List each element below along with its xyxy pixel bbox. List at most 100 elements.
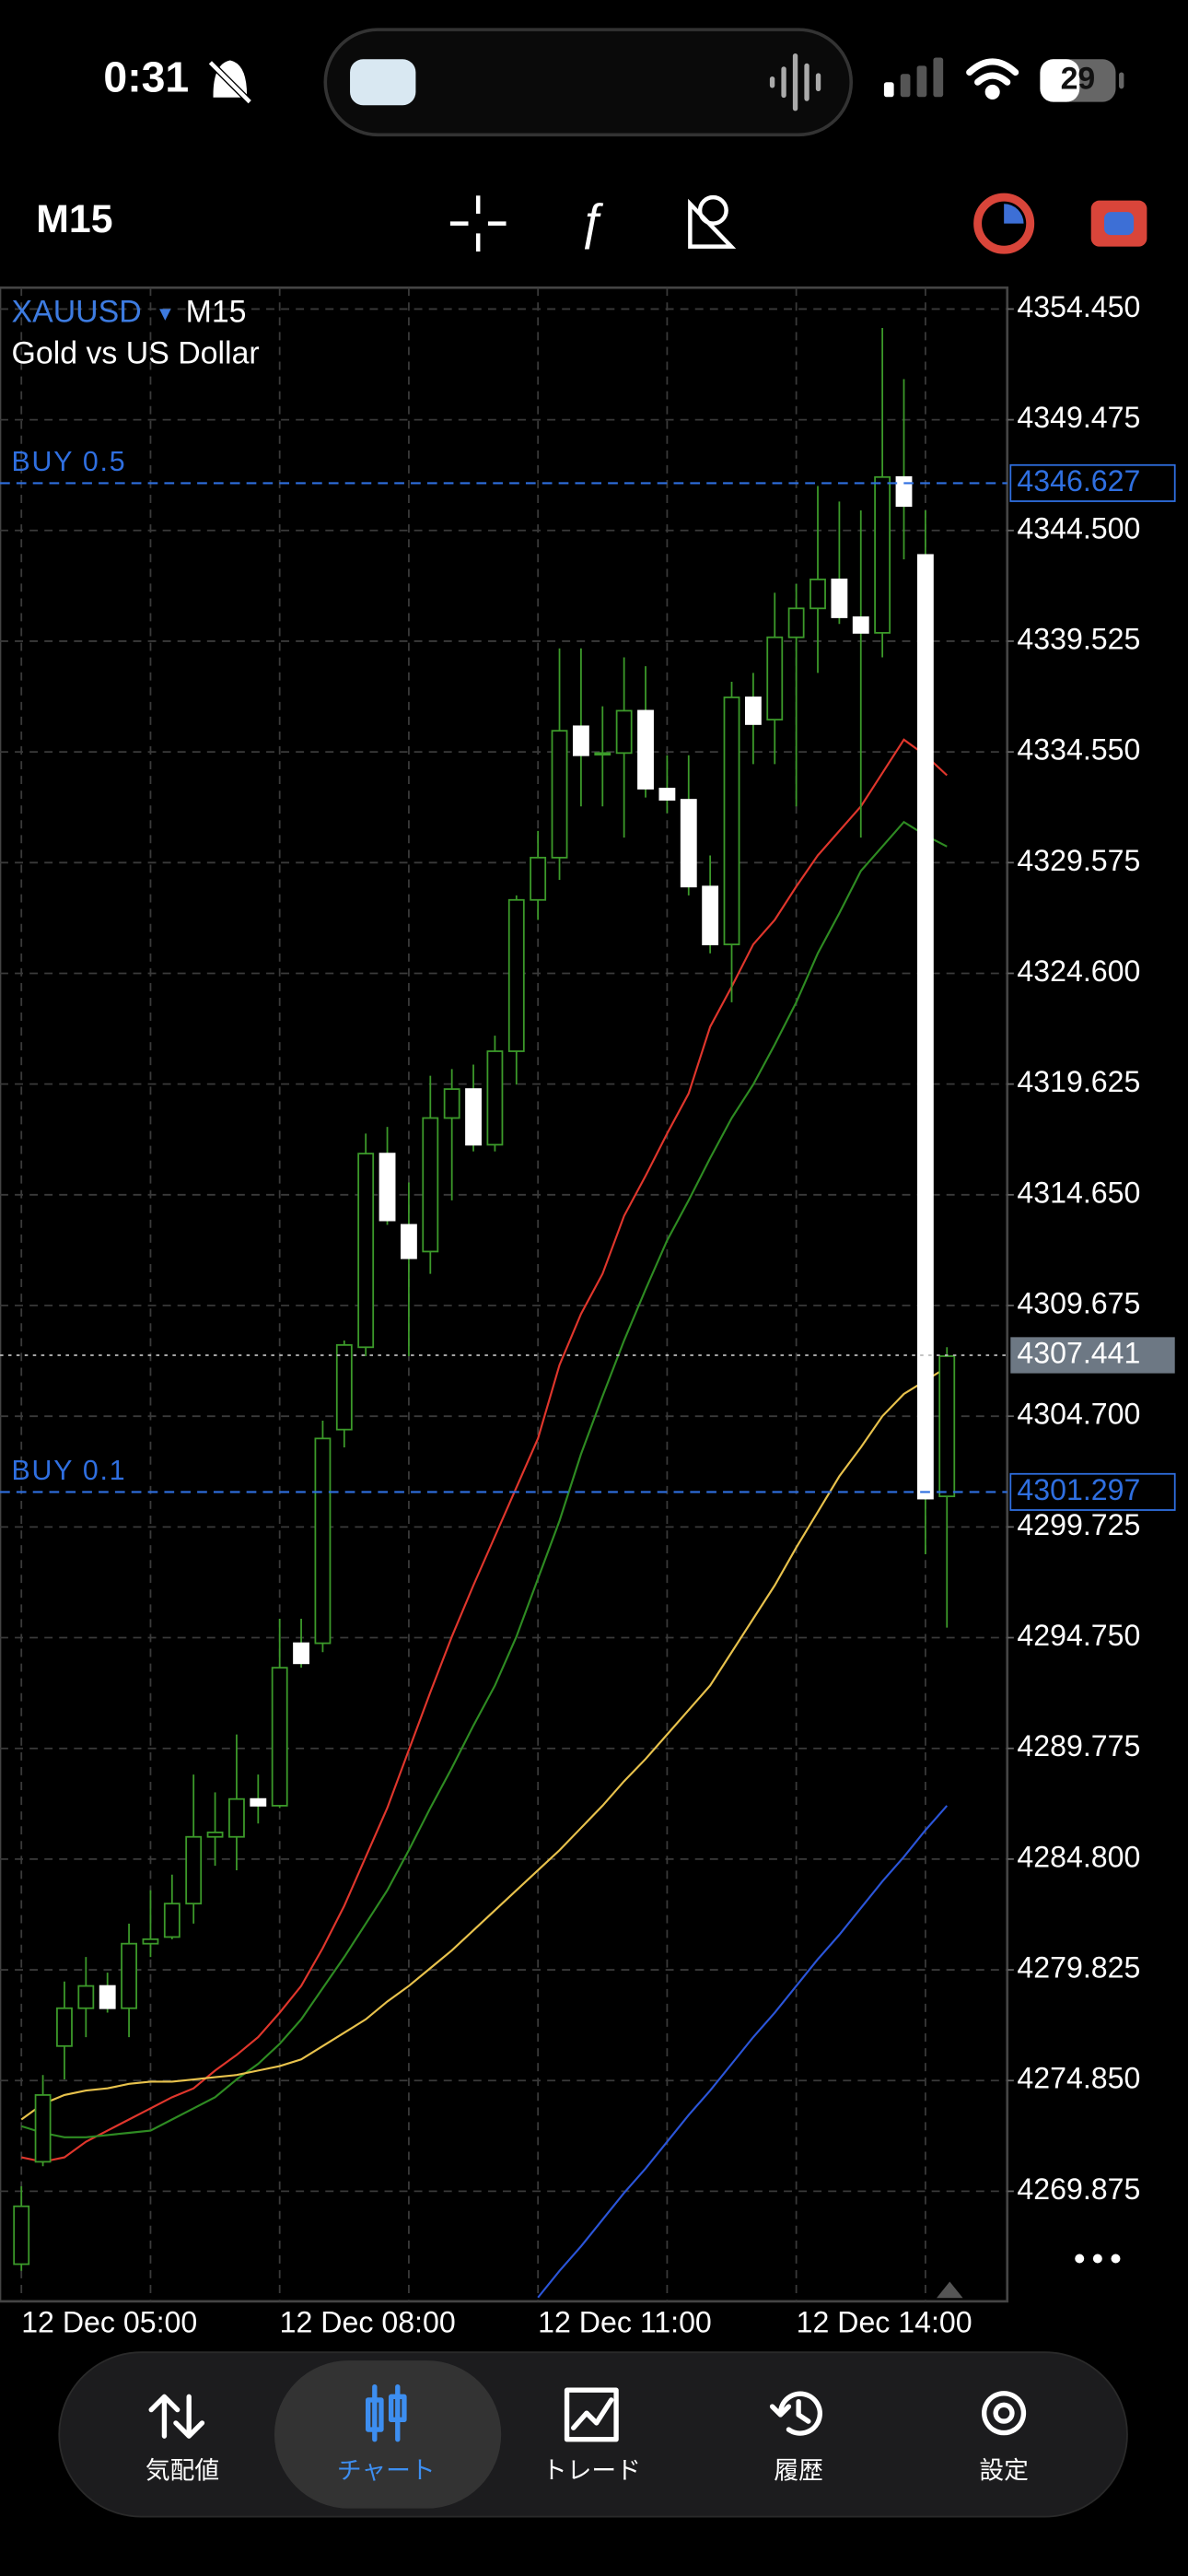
tabs: 気配値 チャート トレード 履歴 設定	[146, 2360, 1029, 2509]
y-tick-label: 4314.650	[1017, 1176, 1140, 1209]
candle-body	[77, 1985, 95, 2009]
chart-mode-button[interactable]	[973, 193, 1035, 254]
objects-button[interactable]	[688, 194, 737, 249]
y-tick-label: 4304.700	[1017, 1398, 1140, 1431]
clock: 0:31	[103, 53, 189, 101]
y-tick-label: 4279.825	[1017, 1951, 1140, 1985]
tab-icon	[769, 2391, 822, 2436]
order-price-tag	[1009, 463, 1176, 502]
indicator-line	[20, 738, 948, 2163]
tab-highlight	[274, 2360, 502, 2509]
order-price-tag	[1009, 1472, 1176, 1511]
candle-body	[379, 1153, 396, 1222]
indicator-line	[20, 820, 948, 2138]
symbol-description: Gold vs US Dollar	[12, 335, 260, 370]
candle-body	[314, 1437, 332, 1645]
candle-body	[34, 2094, 52, 2163]
symbol[interactable]: XAUUSD	[12, 295, 142, 330]
y-tick-label: 4344.500	[1017, 511, 1140, 544]
candle-body	[486, 1050, 504, 1146]
trade-button[interactable]	[1090, 200, 1147, 247]
y-tick-label: 4294.750	[1017, 1619, 1140, 1652]
tab-bar	[58, 2351, 1128, 2518]
candle-body	[874, 475, 891, 634]
audio-wave	[769, 53, 821, 111]
indicators-button[interactable]: ƒ	[577, 195, 605, 251]
candle-body	[142, 1938, 159, 1945]
timeframe-button[interactable]: M15	[36, 197, 112, 241]
candle-body	[507, 898, 525, 1052]
tab[interactable]: チャート	[274, 2360, 502, 2509]
y-tick-label: 4354.450	[1017, 290, 1140, 323]
tab-icon	[982, 2391, 1027, 2436]
x-tick-label: 12 Dec 08:00	[280, 2305, 456, 2338]
crosshair-button[interactable]	[449, 195, 507, 252]
battery: 29	[1040, 59, 1124, 102]
more-button[interactable]	[1075, 2254, 1121, 2264]
tab[interactable]: 設定	[979, 2391, 1029, 2485]
dynamic-island	[323, 28, 854, 137]
candle-body	[594, 752, 611, 756]
tab-label: 気配値	[146, 2456, 219, 2484]
y-tick-label: 4284.800	[1017, 1840, 1140, 1873]
candle-body	[615, 709, 633, 755]
order-label: BUY 0.1	[12, 1456, 127, 1486]
wifi-icon	[966, 58, 1019, 100]
y-tick-label: 4299.725	[1017, 1508, 1140, 1541]
candle-body	[551, 730, 568, 859]
signal-icon	[883, 57, 944, 98]
candle-body	[895, 475, 913, 508]
tab[interactable]: トレード	[542, 2387, 641, 2484]
price-axis: 4354.450 4349.475 4344.500 4339.525 4334.550…	[1007, 290, 1176, 2206]
candle-body	[637, 709, 654, 790]
candle-body	[766, 636, 784, 720]
y-tick-label: 4269.875	[1017, 2172, 1140, 2206]
plot	[0, 327, 1007, 2299]
candle-body	[744, 697, 762, 725]
y-tick-label: 4289.775	[1017, 1729, 1140, 1762]
order-price: 4346.627	[1017, 464, 1140, 498]
candle-body	[228, 1797, 245, 1838]
candle-body	[401, 1224, 417, 1259]
bid-price-tag	[1010, 1337, 1175, 1374]
candle-body	[465, 1088, 482, 1146]
y-tick-label: 4319.625	[1017, 1065, 1140, 1098]
tab-icon	[564, 2387, 619, 2442]
candle-body	[271, 1667, 288, 1807]
candle-body	[658, 788, 676, 801]
candle-body	[680, 799, 697, 888]
y-tick-label: 4349.475	[1017, 401, 1140, 434]
candle-body	[787, 607, 805, 638]
tab[interactable]: 気配値	[146, 2394, 219, 2484]
tab-label: 設定	[979, 2456, 1029, 2484]
bell-off-icon	[207, 60, 252, 105]
indicator-line	[20, 1366, 948, 2121]
tab[interactable]: 履歴	[769, 2391, 823, 2484]
bid-price: 4307.441	[1017, 1336, 1140, 1369]
candle-body	[99, 1985, 116, 2009]
candle-body	[831, 579, 848, 618]
candle-body	[357, 1153, 375, 1349]
y-tick-label: 4274.850	[1017, 2062, 1140, 2095]
candle-body	[809, 579, 826, 610]
candle-body	[13, 2205, 30, 2266]
candle-body	[852, 616, 869, 634]
candle-body	[422, 1117, 439, 1253]
candle-body	[121, 1942, 137, 2009]
candle-body	[163, 1903, 181, 1938]
x-tick-label: 12 Dec 11:00	[538, 2305, 712, 2338]
x-tick-label: 12 Dec 14:00	[797, 2305, 973, 2338]
order-price: 4301.297	[1017, 1473, 1140, 1506]
y-tick-label: 4329.575	[1017, 844, 1140, 877]
candle-body	[335, 1343, 353, 1431]
y-tick-label: 4334.550	[1017, 733, 1140, 767]
candle-body	[185, 1835, 203, 1905]
symbol-dropdown[interactable]	[159, 309, 171, 321]
order-label: BUY 0.5	[12, 447, 127, 477]
y-tick-label: 4309.675	[1017, 1286, 1140, 1319]
candle-body	[572, 725, 589, 756]
y-tick-label: 4324.600	[1017, 954, 1140, 988]
app-icon	[350, 59, 416, 106]
y-tick-label: 4339.525	[1017, 622, 1140, 655]
